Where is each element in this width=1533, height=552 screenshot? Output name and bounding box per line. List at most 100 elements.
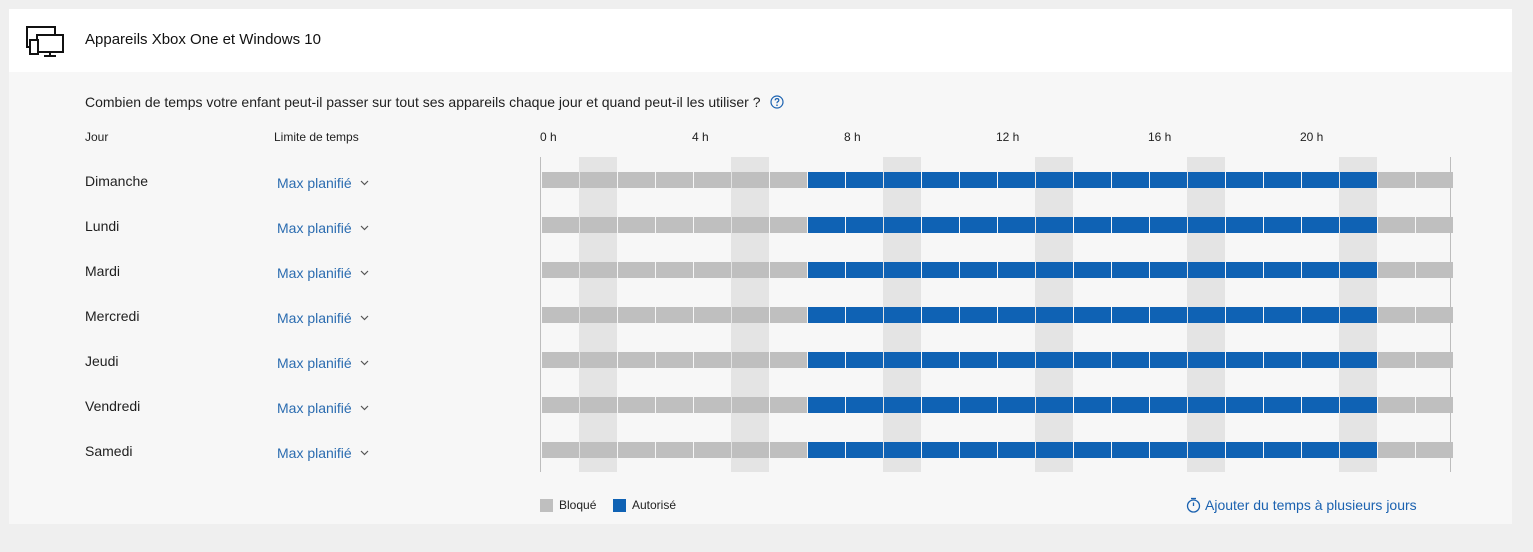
schedule-slot-allowed[interactable] [1112,307,1149,323]
time-limit-dropdown[interactable]: Max planifié [277,265,369,281]
schedule-slot-allowed[interactable] [1226,307,1263,323]
schedule-slot-allowed[interactable] [808,442,845,458]
schedule-slot-blocked[interactable] [770,352,807,368]
schedule-slot-blocked[interactable] [1416,172,1453,188]
schedule-slot-blocked[interactable] [732,172,769,188]
schedule-slot-blocked[interactable] [1416,307,1453,323]
schedule-slot-allowed[interactable] [846,217,883,233]
schedule-slot-allowed[interactable] [1264,442,1301,458]
schedule-slot-allowed[interactable] [1302,172,1339,188]
schedule-slot-allowed[interactable] [1150,307,1187,323]
schedule-slot-allowed[interactable] [1150,172,1187,188]
schedule-slot-allowed[interactable] [922,397,959,413]
schedule-slot-blocked[interactable] [542,397,579,413]
time-limit-dropdown[interactable]: Max planifié [277,175,369,191]
schedule-slot-allowed[interactable] [998,262,1035,278]
schedule-slot-allowed[interactable] [1340,442,1377,458]
schedule-slot-allowed[interactable] [1340,262,1377,278]
schedule-slot-blocked[interactable] [694,217,731,233]
schedule-slot-allowed[interactable] [1226,172,1263,188]
schedule-slot-allowed[interactable] [922,217,959,233]
schedule-slot-blocked[interactable] [656,442,693,458]
schedule-slot-blocked[interactable] [1416,352,1453,368]
schedule-slot-blocked[interactable] [1378,172,1415,188]
schedule-slot-blocked[interactable] [770,307,807,323]
schedule-slot-blocked[interactable] [618,397,655,413]
schedule-slot-blocked[interactable] [618,217,655,233]
schedule-slot-allowed[interactable] [808,397,845,413]
schedule-slot-blocked[interactable] [656,307,693,323]
schedule-slot-allowed[interactable] [1264,262,1301,278]
schedule-slot-allowed[interactable] [1264,307,1301,323]
time-limit-dropdown[interactable]: Max planifié [277,310,369,326]
schedule-slot-blocked[interactable] [732,442,769,458]
schedule-slot-allowed[interactable] [1340,352,1377,368]
schedule-slot-blocked[interactable] [694,262,731,278]
schedule-slot-allowed[interactable] [1226,352,1263,368]
schedule-slot-blocked[interactable] [1378,217,1415,233]
schedule-slot-allowed[interactable] [1340,307,1377,323]
schedule-slot-allowed[interactable] [998,172,1035,188]
schedule-slot-blocked[interactable] [1378,397,1415,413]
schedule-slot-allowed[interactable] [1112,442,1149,458]
schedule-slot-blocked[interactable] [1416,397,1453,413]
schedule-slot-allowed[interactable] [808,217,845,233]
schedule-slot-blocked[interactable] [770,172,807,188]
schedule-slot-blocked[interactable] [770,262,807,278]
schedule-slot-blocked[interactable] [656,217,693,233]
schedule-slot-allowed[interactable] [1112,172,1149,188]
schedule-slot-allowed[interactable] [1150,442,1187,458]
schedule-slot-allowed[interactable] [1150,397,1187,413]
schedule-slot-allowed[interactable] [1226,217,1263,233]
schedule-slot-allowed[interactable] [922,262,959,278]
schedule-slot-allowed[interactable] [960,352,997,368]
schedule-slot-blocked[interactable] [656,397,693,413]
schedule-slot-allowed[interactable] [884,352,921,368]
schedule-slot-allowed[interactable] [884,307,921,323]
schedule-slot-blocked[interactable] [694,442,731,458]
schedule-slot-blocked[interactable] [542,307,579,323]
schedule-slot-allowed[interactable] [808,352,845,368]
schedule-slot-allowed[interactable] [846,397,883,413]
schedule-slot-allowed[interactable] [960,307,997,323]
schedule-slot-allowed[interactable] [960,397,997,413]
schedule-slot-allowed[interactable] [846,352,883,368]
schedule-slot-allowed[interactable] [808,262,845,278]
schedule-slot-blocked[interactable] [580,172,617,188]
schedule-slot-allowed[interactable] [1112,262,1149,278]
schedule-slot-blocked[interactable] [618,442,655,458]
schedule-slot-allowed[interactable] [1036,262,1073,278]
schedule-slot-blocked[interactable] [1378,352,1415,368]
schedule-slot-allowed[interactable] [1264,352,1301,368]
schedule-slot-allowed[interactable] [998,307,1035,323]
schedule-slot-allowed[interactable] [922,442,959,458]
schedule-slot-allowed[interactable] [922,352,959,368]
schedule-slot-allowed[interactable] [1074,307,1111,323]
schedule-slot-blocked[interactable] [656,352,693,368]
schedule-slot-allowed[interactable] [1264,217,1301,233]
schedule-slot-blocked[interactable] [732,352,769,368]
schedule-slot-allowed[interactable] [1188,442,1225,458]
schedule-slot-allowed[interactable] [998,397,1035,413]
schedule-slot-allowed[interactable] [1188,307,1225,323]
schedule-slot-allowed[interactable] [1074,262,1111,278]
schedule-slot-allowed[interactable] [1074,442,1111,458]
schedule-slot-allowed[interactable] [808,172,845,188]
schedule-slot-blocked[interactable] [580,217,617,233]
schedule-slot-allowed[interactable] [1074,217,1111,233]
schedule-slot-blocked[interactable] [542,262,579,278]
schedule-slot-blocked[interactable] [732,307,769,323]
time-limit-dropdown[interactable]: Max planifié [277,220,369,236]
schedule-slot-allowed[interactable] [884,172,921,188]
schedule-slot-allowed[interactable] [1150,262,1187,278]
schedule-slot-allowed[interactable] [846,262,883,278]
schedule-slot-blocked[interactable] [770,397,807,413]
schedule-slot-allowed[interactable] [846,172,883,188]
schedule-slot-blocked[interactable] [618,307,655,323]
time-limit-dropdown[interactable]: Max planifié [277,400,369,416]
schedule-slot-blocked[interactable] [1378,307,1415,323]
schedule-slot-blocked[interactable] [732,397,769,413]
schedule-slot-blocked[interactable] [542,217,579,233]
schedule-slot-allowed[interactable] [1226,397,1263,413]
schedule-slot-allowed[interactable] [1036,307,1073,323]
